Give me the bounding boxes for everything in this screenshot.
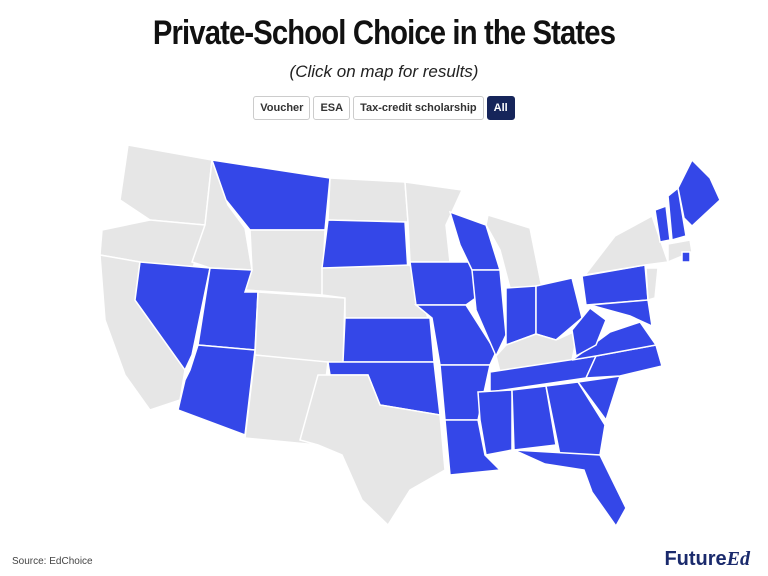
logo-text: Ed <box>726 548 750 570</box>
logo-text: Future <box>664 548 727 570</box>
title: Private-School Choice in the States <box>152 14 616 52</box>
source: Source: EdChoice <box>12 556 93 567</box>
subtitle: (Click on map for results) <box>289 62 479 81</box>
filter-button[interactable]: Tax-credit scholarship <box>353 96 484 120</box>
filter-button[interactable]: All <box>486 96 515 120</box>
filter-button[interactable]: Voucher <box>253 96 311 120</box>
filter-button[interactable]: ESA <box>313 96 351 120</box>
logo: FutureEd <box>664 548 750 571</box>
filter-buttons: Voucher ESA Tax-credit scholarship All <box>0 96 768 120</box>
